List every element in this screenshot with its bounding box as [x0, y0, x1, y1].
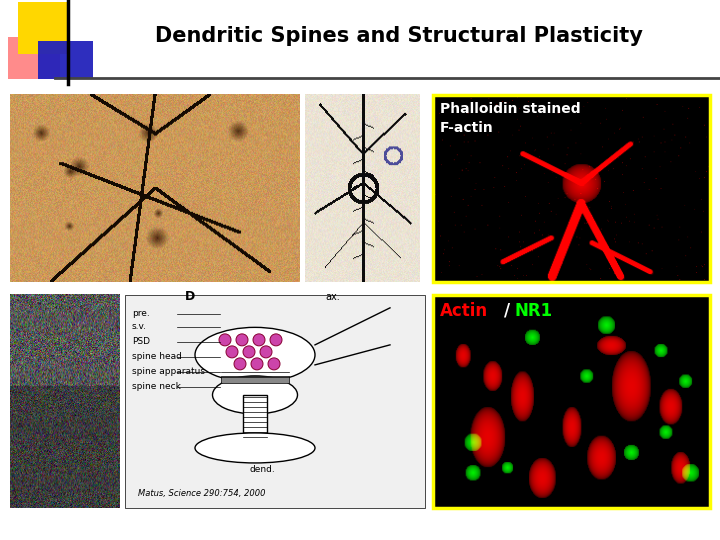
Text: Matus, Science 290:754, 2000: Matus, Science 290:754, 2000	[138, 489, 266, 498]
Text: D: D	[185, 290, 195, 303]
Text: Dendritic Spines and Structural Plasticity: Dendritic Spines and Structural Plastici…	[155, 26, 643, 46]
Bar	[433, 295, 710, 508]
Circle shape	[268, 358, 280, 370]
Ellipse shape	[195, 327, 315, 382]
Bar	[125, 295, 425, 508]
Circle shape	[234, 358, 246, 370]
Circle shape	[270, 334, 282, 346]
Bar	[433, 94, 710, 282]
Text: NR1: NR1	[514, 302, 552, 320]
Bar	[8, 37, 60, 79]
Bar	[221, 376, 289, 383]
Bar	[18, 2, 70, 54]
Ellipse shape	[212, 376, 297, 414]
Circle shape	[251, 358, 263, 370]
Circle shape	[226, 346, 238, 358]
Text: ax.: ax.	[325, 292, 340, 302]
Circle shape	[243, 346, 255, 358]
Bar	[38, 41, 93, 79]
Text: spine head: spine head	[132, 353, 182, 361]
Ellipse shape	[195, 433, 315, 463]
Circle shape	[253, 334, 265, 346]
Text: /: /	[504, 302, 510, 320]
Circle shape	[260, 346, 272, 358]
Circle shape	[219, 334, 231, 346]
Text: pre.: pre.	[132, 309, 150, 319]
Bar	[243, 395, 267, 440]
Text: spine neck: spine neck	[132, 382, 181, 392]
Text: dend.: dend.	[250, 465, 276, 475]
Text: spine apparatus: spine apparatus	[132, 367, 205, 376]
Circle shape	[236, 334, 248, 346]
Text: Phalloidin stained
F-actin: Phalloidin stained F-actin	[440, 102, 580, 135]
Text: Actin: Actin	[440, 302, 488, 320]
Text: PSD: PSD	[132, 338, 150, 346]
Text: s.v.: s.v.	[132, 322, 147, 332]
